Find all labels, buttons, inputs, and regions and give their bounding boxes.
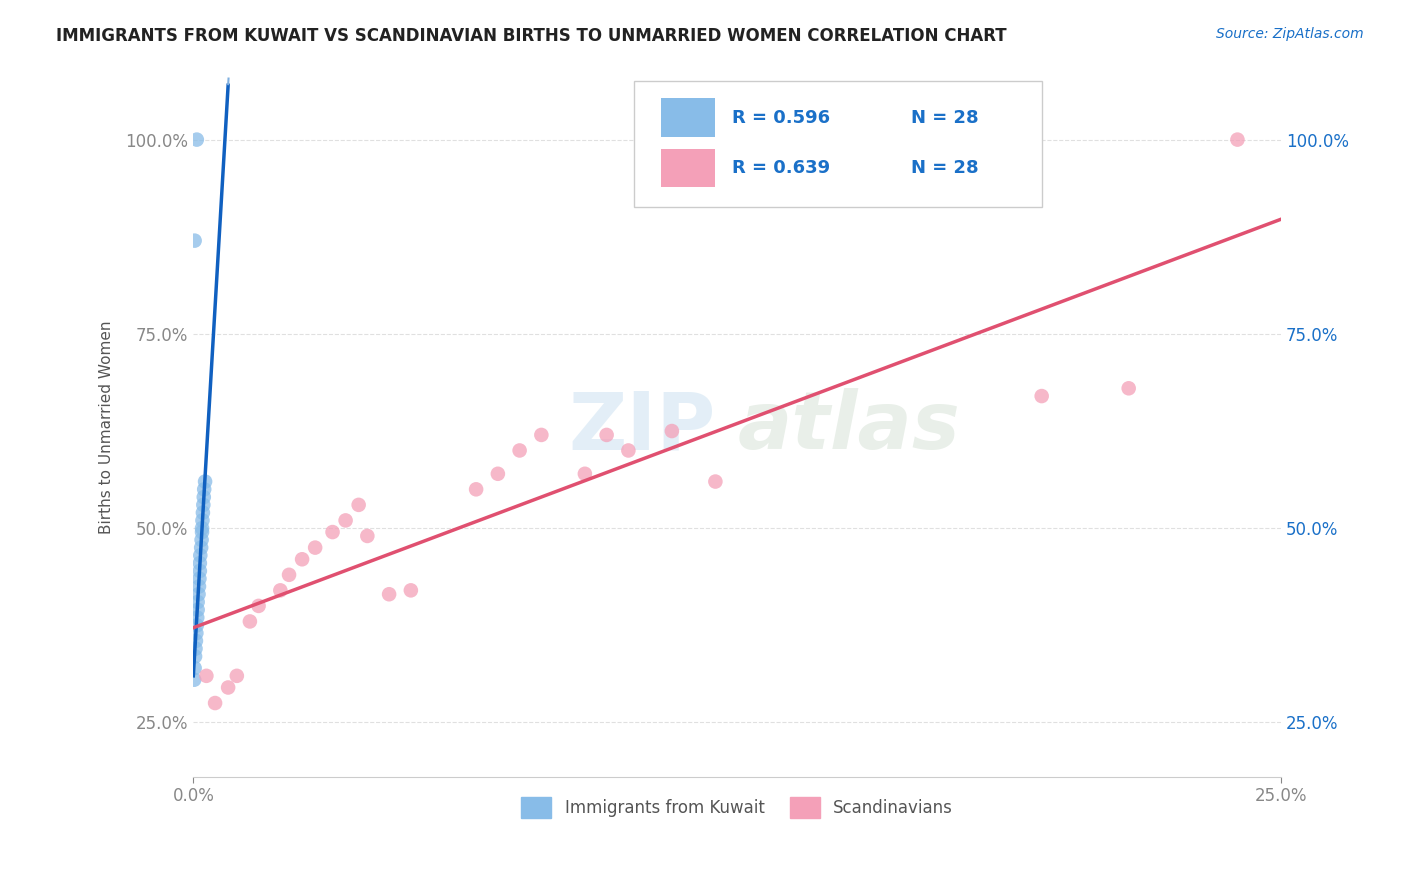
Point [1118, 381, 1140, 395]
Bar [661, 98, 716, 136]
Point [194, 475, 217, 489]
Point [193, 483, 215, 497]
Point [247, 599, 270, 613]
Point [356, 529, 378, 543]
Point [574, 467, 596, 481]
Point [322, 524, 344, 539]
Point [1031, 389, 1053, 403]
Point [188, 564, 211, 578]
Point [291, 552, 314, 566]
Point [399, 583, 422, 598]
Point [186, 626, 208, 640]
Point [225, 669, 247, 683]
Point [269, 583, 291, 598]
Text: R = 0.639: R = 0.639 [731, 160, 830, 178]
Point [704, 475, 727, 489]
Text: IMMIGRANTS FROM KUWAIT VS SCANDINAVIAN BIRTHS TO UNMARRIED WOMEN CORRELATION CHA: IMMIGRANTS FROM KUWAIT VS SCANDINAVIAN B… [56, 27, 1007, 45]
Point [1226, 133, 1249, 147]
Point [188, 572, 211, 586]
Text: R = 0.596: R = 0.596 [731, 109, 830, 127]
Point [347, 498, 370, 512]
Point [188, 556, 211, 570]
Point [191, 513, 214, 527]
Point [595, 428, 617, 442]
Point [617, 443, 640, 458]
Point [184, 641, 207, 656]
Text: N = 28: N = 28 [911, 160, 979, 178]
Point [486, 467, 509, 481]
Point [183, 661, 205, 675]
Point [184, 633, 207, 648]
Point [335, 513, 357, 527]
Point [193, 498, 215, 512]
Text: atlas: atlas [737, 388, 960, 467]
Point [278, 567, 301, 582]
Bar [661, 149, 716, 187]
Point [186, 133, 208, 147]
Point [183, 234, 205, 248]
Point [187, 595, 209, 609]
Point [183, 673, 205, 687]
Text: Source: ZipAtlas.com: Source: ZipAtlas.com [1216, 27, 1364, 41]
Point [465, 483, 488, 497]
Point [378, 587, 401, 601]
Point [190, 533, 212, 547]
Text: ZIP: ZIP [568, 388, 716, 467]
Text: N = 28: N = 28 [911, 109, 979, 127]
Point [188, 579, 211, 593]
Point [184, 649, 207, 664]
Point [186, 610, 208, 624]
FancyBboxPatch shape [634, 81, 1042, 207]
Point [186, 618, 208, 632]
Legend: Immigrants from Kuwait, Scandinavians: Immigrants from Kuwait, Scandinavians [515, 791, 959, 824]
Y-axis label: Births to Unmarried Women: Births to Unmarried Women [100, 320, 114, 534]
Point [187, 603, 209, 617]
Point [217, 681, 239, 695]
Point [190, 541, 212, 555]
Point [193, 490, 215, 504]
Point [191, 521, 214, 535]
Point [304, 541, 326, 555]
Point [239, 615, 262, 629]
Point [187, 587, 209, 601]
Point [188, 549, 211, 563]
Point [509, 443, 531, 458]
Point [195, 669, 218, 683]
Point [191, 506, 214, 520]
Point [530, 428, 553, 442]
Point [661, 424, 683, 438]
Point [191, 524, 214, 539]
Point [204, 696, 226, 710]
